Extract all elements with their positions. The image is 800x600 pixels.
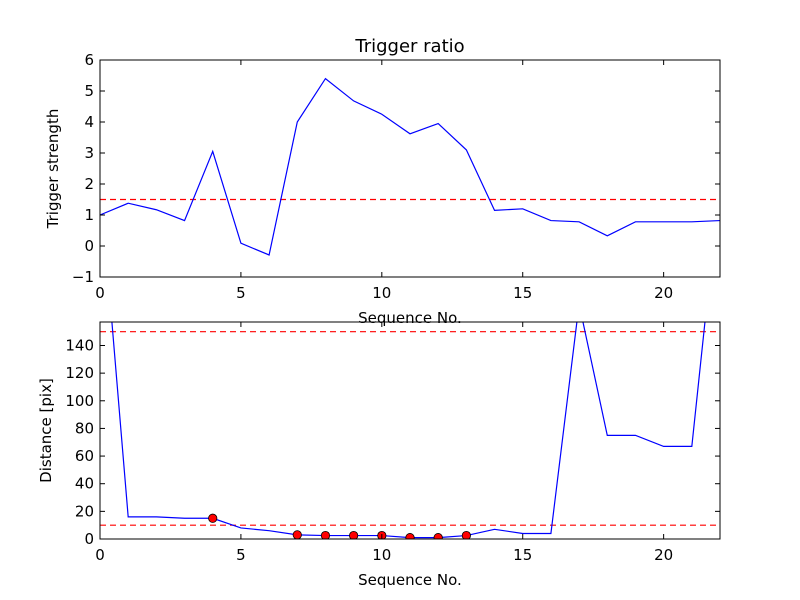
x-tick-label: 10 [372,284,391,302]
axes-frame [99,321,721,540]
data-point-marker [461,530,471,539]
y-tick-label: 0 [84,237,94,255]
data-point-marker [405,533,415,539]
axes-frame [99,59,721,278]
y-axis-label: Distance [pix] [37,378,55,483]
x-axis-label: Sequence No. [358,571,462,589]
y-tick-label: 60 [75,447,94,465]
y-tick-label: 120 [65,364,94,382]
data-point-marker [433,533,443,539]
data-point-marker [349,530,359,539]
y-tick-label: 6 [84,51,94,69]
y-tick-label: 5 [84,82,94,100]
y-tick-label: 2 [84,175,94,193]
distance-chart: 0 5 10 15 20 0 20 40 60 80 100 120 140 Sequence No. Di… [37,321,721,589]
plot-area [100,77,720,256]
x-tick-label: 5 [236,284,246,302]
y-tick-label: 0 [84,530,94,548]
x-tick-label: 20 [654,284,673,302]
y-axis-label: Trigger strength [44,109,62,230]
chart-title: Trigger ratio [354,36,464,57]
x-axis-label: Sequence No. [358,309,462,327]
x-tick-label: 20 [654,546,673,564]
y-tick-label: −1 [72,268,94,286]
series-line-0 [100,77,720,256]
x-tick-label: 5 [236,546,246,564]
x-tick-label: 0 [95,284,105,302]
y-tick-label: 3 [84,144,94,162]
y-tick-label: 4 [84,113,94,131]
y-tick-label: 80 [75,419,94,437]
plot-area [100,322,720,539]
x-tick-label: 10 [372,546,391,564]
data-point-marker [208,513,218,523]
y-tick-label: 1 [84,206,94,224]
y-tick-label: 100 [65,392,94,410]
x-tick-label: 15 [513,284,532,302]
data-point-marker [292,530,302,539]
y-tick-label: 20 [75,502,94,520]
data-point-marker [320,530,331,539]
y-tick-label: 140 [65,336,94,354]
x-tick-label: 0 [95,546,105,564]
x-tick-label: 15 [513,546,532,564]
y-tick-label: 40 [75,475,94,493]
